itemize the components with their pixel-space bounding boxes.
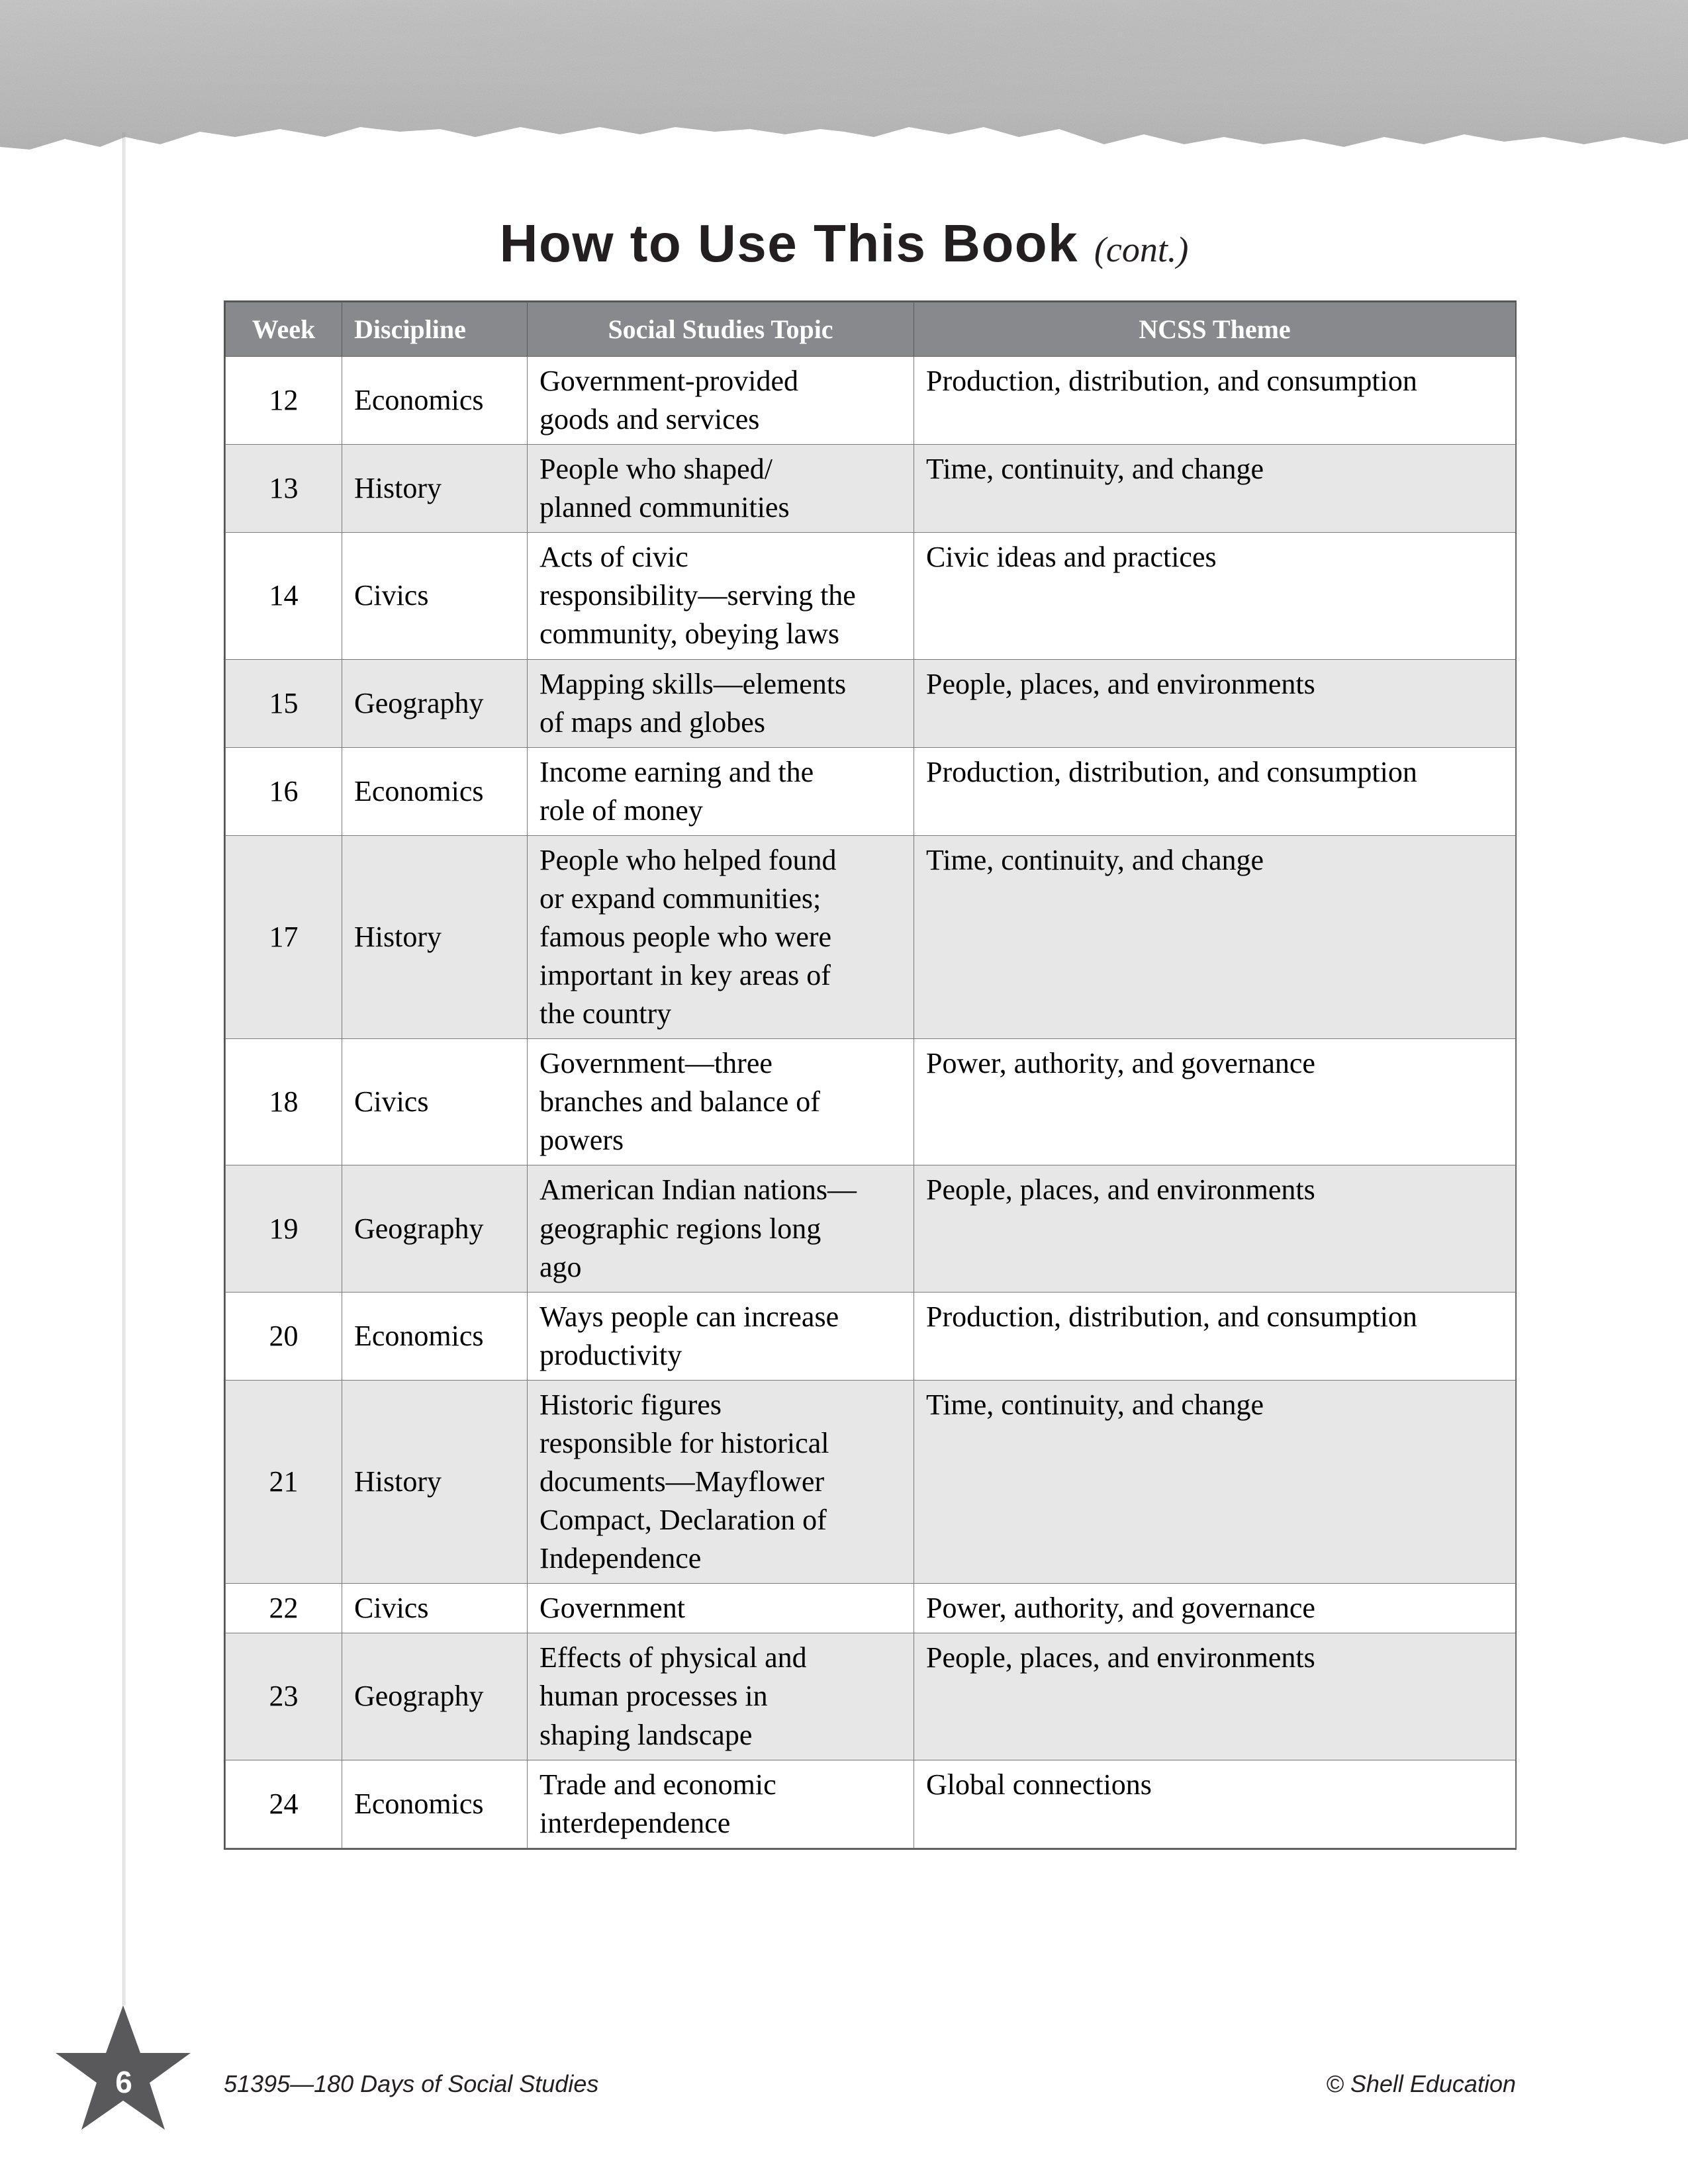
svg-text:6: 6 xyxy=(115,2065,132,2099)
